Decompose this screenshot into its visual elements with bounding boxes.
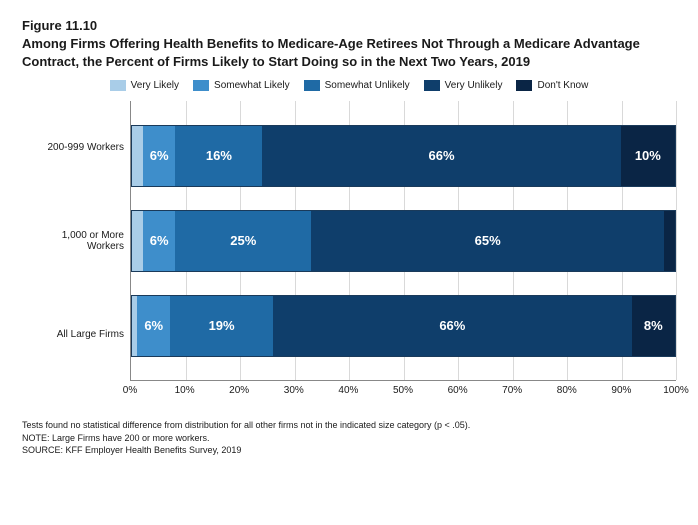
footnote-line: NOTE: Large Firms have 200 or more worke… — [22, 432, 676, 445]
bar-segment: 6% — [137, 296, 170, 356]
x-axis: 0%10%20%30%40%50%60%70%80%90%100% — [130, 385, 676, 399]
bar-segment — [664, 211, 675, 271]
legend-item: Very Unlikely — [424, 80, 503, 91]
bar-segment: 65% — [311, 211, 664, 271]
x-tick-label: 10% — [175, 385, 195, 396]
bar-segment: 19% — [170, 296, 273, 356]
plot-area: 6%16%66%10%6%25%65%6%19%66%8% — [130, 101, 676, 381]
x-tick-label: 60% — [448, 385, 468, 396]
legend-swatch — [193, 80, 209, 91]
bar-segment: 6% — [143, 126, 176, 186]
x-tick-label: 70% — [502, 385, 522, 396]
footnote-line: Tests found no statistical difference fr… — [22, 419, 676, 432]
x-tick-label: 50% — [393, 385, 413, 396]
category-label: 200-999 Workers — [22, 113, 124, 183]
legend-item: Very Likely — [110, 80, 179, 91]
legend-swatch — [304, 80, 320, 91]
bar-segment — [132, 211, 143, 271]
bar-segment: 66% — [273, 296, 631, 356]
bar-row: 6%16%66%10% — [131, 125, 676, 187]
chart-title: Among Firms Offering Health Benefits to … — [22, 35, 676, 70]
x-tick-label: 90% — [611, 385, 631, 396]
grid-line — [676, 101, 677, 380]
bar-segment — [132, 126, 143, 186]
x-tick-label: 80% — [557, 385, 577, 396]
x-tick-label: 40% — [338, 385, 358, 396]
figure-number: Figure 11.10 — [22, 18, 676, 33]
legend-swatch — [110, 80, 126, 91]
bars-container: 6%16%66%10%6%25%65%6%19%66%8% — [131, 101, 676, 380]
footnotes: Tests found no statistical difference fr… — [22, 419, 676, 457]
category-label: 1,000 or More Workers — [22, 206, 124, 276]
x-tick-label: 30% — [284, 385, 304, 396]
legend-label: Somewhat Likely — [214, 80, 290, 91]
x-tick-label: 100% — [663, 385, 689, 396]
legend: Very Likely Somewhat Likely Somewhat Unlik… — [22, 80, 676, 91]
footnote-line: SOURCE: KFF Employer Health Benefits Sur… — [22, 444, 676, 457]
bar-row: 6%19%66%8% — [131, 295, 676, 357]
legend-swatch — [516, 80, 532, 91]
chart-area: 200-999 Workers 1,000 or More Workers All … — [22, 101, 676, 381]
legend-swatch — [424, 80, 440, 91]
category-label: All Large Firms — [22, 299, 124, 369]
legend-item: Somewhat Unlikely — [304, 80, 410, 91]
x-tick-label: 20% — [229, 385, 249, 396]
bar-row: 6%25%65% — [131, 210, 676, 272]
bar-segment: 16% — [175, 126, 262, 186]
legend-item: Don't Know — [516, 80, 588, 91]
bar-segment: 25% — [175, 211, 311, 271]
legend-label: Very Likely — [131, 80, 179, 91]
y-axis-labels: 200-999 Workers 1,000 or More Workers All … — [22, 101, 130, 381]
legend-label: Somewhat Unlikely — [325, 80, 410, 91]
legend-item: Somewhat Likely — [193, 80, 290, 91]
legend-label: Don't Know — [537, 80, 588, 91]
bar-segment: 8% — [632, 296, 675, 356]
bar-segment: 66% — [262, 126, 620, 186]
x-tick-label: 0% — [123, 385, 137, 396]
legend-label: Very Unlikely — [445, 80, 503, 91]
bar-segment: 10% — [621, 126, 675, 186]
bar-segment: 6% — [143, 211, 176, 271]
